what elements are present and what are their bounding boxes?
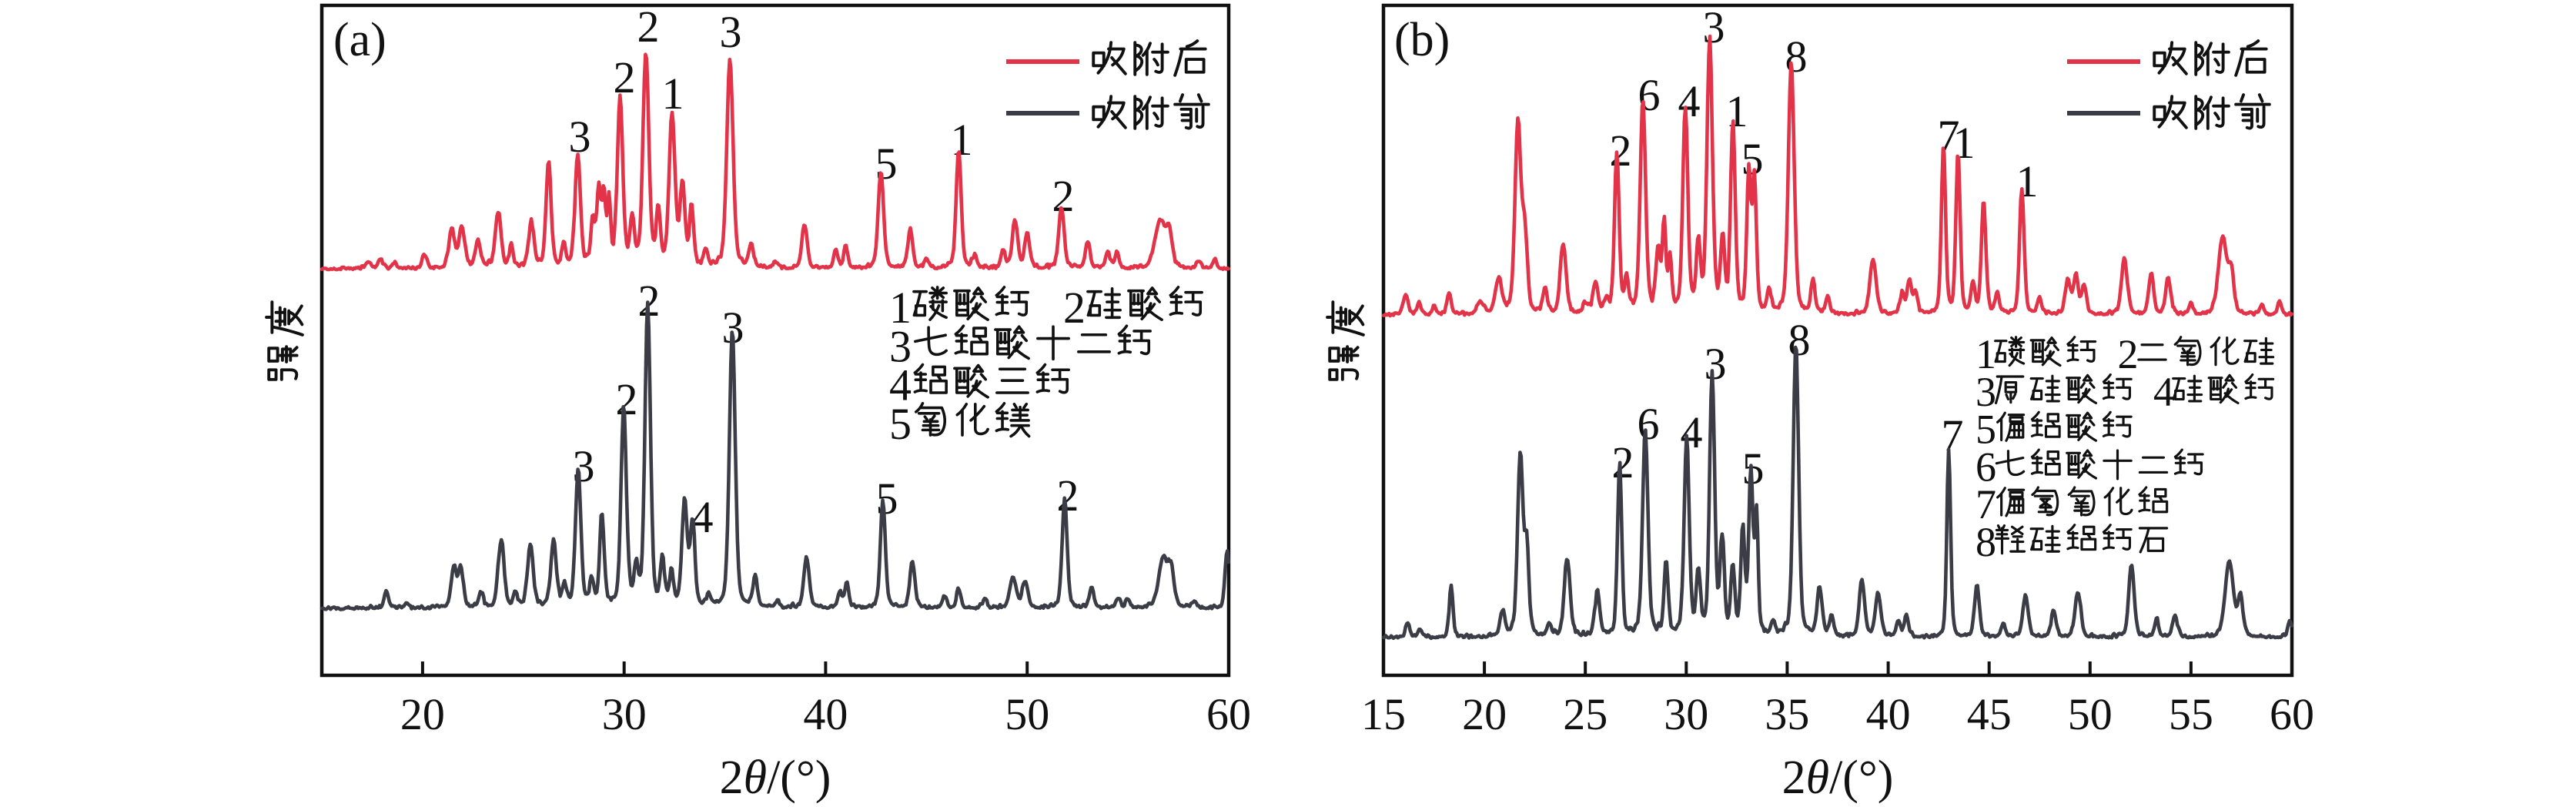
- svg-text:2: 2: [637, 2, 660, 52]
- svg-text:4: 4: [1681, 407, 1703, 457]
- svg-text:2θ/(°): 2θ/(°): [1782, 752, 1894, 804]
- svg-text:4: 4: [2153, 369, 2174, 415]
- svg-text:2: 2: [614, 52, 636, 102]
- svg-text:3: 3: [1705, 339, 1727, 389]
- svg-text:15: 15: [1361, 689, 1406, 739]
- svg-text:3: 3: [569, 112, 591, 162]
- svg-text:40: 40: [803, 689, 848, 739]
- svg-text:8: 8: [1788, 315, 1811, 365]
- svg-text:8: 8: [1785, 32, 1808, 82]
- svg-text:30: 30: [1664, 689, 1708, 739]
- svg-text:6: 6: [1638, 399, 1660, 449]
- svg-text:4: 4: [1678, 76, 1701, 126]
- svg-text:5: 5: [889, 399, 912, 449]
- svg-text:3: 3: [720, 7, 742, 57]
- svg-text:3: 3: [1703, 2, 1725, 52]
- svg-text:60: 60: [1206, 689, 1251, 739]
- svg-text:1: 1: [951, 115, 973, 165]
- svg-text:2: 2: [616, 374, 638, 424]
- svg-text:5: 5: [1975, 407, 1996, 453]
- svg-text:40: 40: [1866, 689, 1911, 739]
- svg-text:1: 1: [1726, 86, 1748, 136]
- svg-text:2: 2: [1063, 283, 1086, 333]
- svg-text:1: 1: [889, 283, 912, 333]
- svg-text:2: 2: [1612, 437, 1634, 487]
- svg-text:20: 20: [1462, 689, 1507, 739]
- svg-text:7: 7: [1938, 111, 1960, 161]
- svg-text:(b): (b): [1394, 14, 1450, 66]
- svg-text:2: 2: [2118, 331, 2139, 377]
- svg-text:4: 4: [889, 360, 912, 410]
- svg-text:60: 60: [2270, 689, 2314, 739]
- svg-text:3: 3: [889, 321, 912, 371]
- svg-text:1: 1: [1975, 331, 1996, 377]
- svg-text:2: 2: [1610, 126, 1632, 176]
- svg-text:8: 8: [1975, 519, 1996, 565]
- svg-text:50: 50: [1005, 689, 1049, 739]
- svg-text:20: 20: [400, 689, 445, 739]
- svg-text:7: 7: [1975, 481, 1996, 527]
- svg-text:7: 7: [1942, 410, 1964, 460]
- svg-text:6: 6: [1975, 444, 1996, 490]
- svg-text:1: 1: [662, 69, 684, 119]
- svg-text:55: 55: [2169, 689, 2213, 739]
- svg-text:35: 35: [1765, 689, 1809, 739]
- svg-text:2θ/(°): 2θ/(°): [720, 752, 831, 804]
- svg-text:3: 3: [1975, 369, 1996, 415]
- svg-text:25: 25: [1563, 689, 1607, 739]
- svg-text:2: 2: [1057, 470, 1079, 521]
- svg-text:30: 30: [602, 689, 647, 739]
- svg-text:5: 5: [876, 474, 898, 524]
- svg-text:45: 45: [1967, 689, 2012, 739]
- svg-text:(a): (a): [333, 14, 386, 66]
- svg-text:50: 50: [2068, 689, 2113, 739]
